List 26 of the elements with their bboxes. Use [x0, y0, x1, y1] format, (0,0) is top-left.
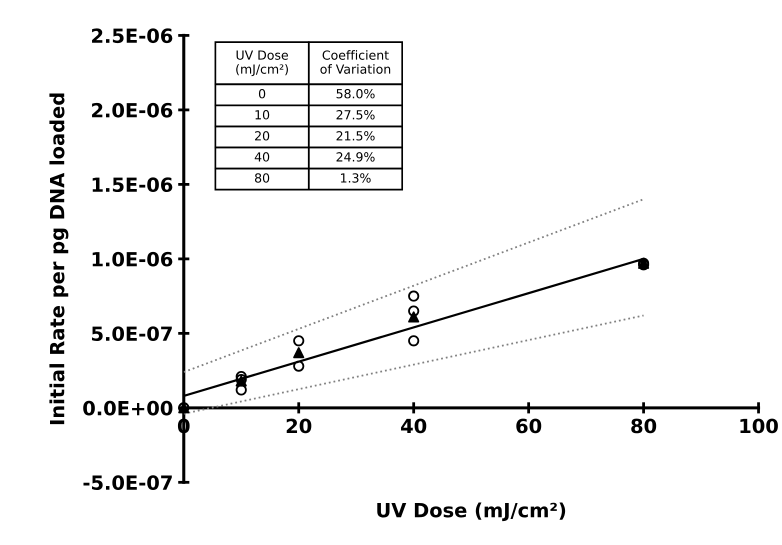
x-tick-label: 80 — [631, 418, 656, 434]
x-tick-label: 100 — [740, 418, 778, 434]
y-tick-label: 5.0E-07 — [92, 326, 172, 342]
annotation: 40 — [254, 152, 270, 162]
annotation: 24.9% — [336, 152, 375, 162]
annotation: 21.5% — [336, 131, 375, 141]
annotation: 1.3% — [340, 173, 371, 183]
y-tick-label: 2.0E-06 — [92, 102, 172, 118]
x-tick-label: 40 — [401, 418, 426, 434]
annotation: 80 — [254, 173, 270, 183]
annotation: 0 — [258, 88, 266, 98]
annotation: 10 — [256, 110, 270, 120]
y-tick-label: 0.0E+00 — [83, 400, 172, 416]
x-tick-label: 60 — [516, 418, 542, 434]
annotation: 58.0% — [336, 88, 375, 98]
y-tick-label: -5.0E-07 — [83, 475, 172, 490]
x-axis-title: UV Dose (mJ/cm²) — [377, 502, 566, 522]
y-axis-title: Initial Rate per pg DNA loaded — [49, 93, 68, 424]
annotation: UV Dose (mJ/cm²) — [236, 50, 288, 76]
y-tick-label: 1.0E-06 — [92, 252, 172, 267]
y-tick-label: 1.5E-06 — [92, 177, 172, 192]
x-tick-label: 20 — [286, 418, 312, 434]
annotation: 20 — [255, 131, 270, 141]
annotation: Coefficient of Variation — [320, 50, 390, 74]
y-tick-label: 2.5E-06 — [92, 28, 172, 44]
annotation: 27.5% — [336, 110, 375, 120]
